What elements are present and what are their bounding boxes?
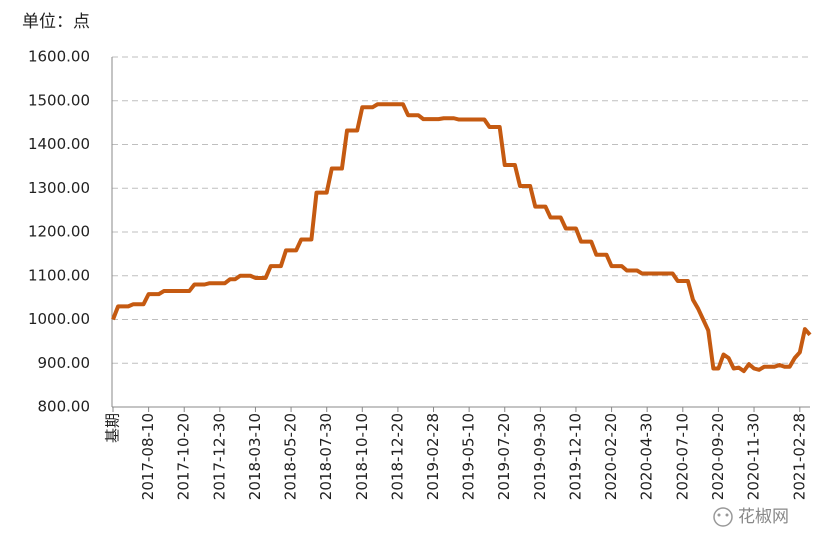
x-tick-label: 2020-11-30 xyxy=(745,413,763,500)
x-tick-label: 2018-05-20 xyxy=(282,413,300,500)
x-tick-label: 2019-02-28 xyxy=(424,413,442,500)
y-tick-label: 1200.00 xyxy=(28,223,90,241)
y-tick-label: 1300.00 xyxy=(28,179,90,197)
watermark-icon xyxy=(713,507,733,527)
y-tick-label: 1100.00 xyxy=(28,266,90,284)
x-tick-label: 2018-03-10 xyxy=(246,413,264,500)
y-tick-label: 1500.00 xyxy=(28,91,90,109)
x-tick-label: 2019-09-30 xyxy=(531,413,549,500)
y-tick-label: 1400.00 xyxy=(28,135,90,153)
x-tick-label: 2017-08-10 xyxy=(139,413,157,500)
x-tick-label: 2020-07-10 xyxy=(673,413,691,500)
x-tick-label: 2020-04-30 xyxy=(638,413,656,500)
x-tick-label: 2018-10-10 xyxy=(353,413,371,500)
x-tick-label: 2017-12-30 xyxy=(210,413,228,500)
x-tick-label: 2019-12-10 xyxy=(566,413,584,500)
x-tick-label: 2018-07-30 xyxy=(317,413,335,500)
x-tick-label: 2017-10-20 xyxy=(175,413,193,500)
y-tick-label: 1000.00 xyxy=(28,310,90,328)
x-tick-label: 2020-09-20 xyxy=(709,413,727,500)
x-tick-label: 2018-12-20 xyxy=(388,413,406,500)
x-tick-label: 2021-02-28 xyxy=(790,413,808,500)
line xyxy=(111,102,812,374)
x-tick-label: 2019-05-10 xyxy=(460,413,478,500)
x-tick-label: 2019-07-20 xyxy=(495,413,513,500)
watermark: 花椒网 xyxy=(738,507,789,527)
y-tick-label: 900.00 xyxy=(38,354,91,372)
y-tick-label: 1600.00 xyxy=(28,48,90,66)
unit-label: 单位：点 xyxy=(22,12,90,32)
y-tick-label: 800.00 xyxy=(38,398,91,416)
x-tick-label: 基期 xyxy=(104,413,122,443)
x-tick-label: 2020-02-20 xyxy=(602,413,620,500)
